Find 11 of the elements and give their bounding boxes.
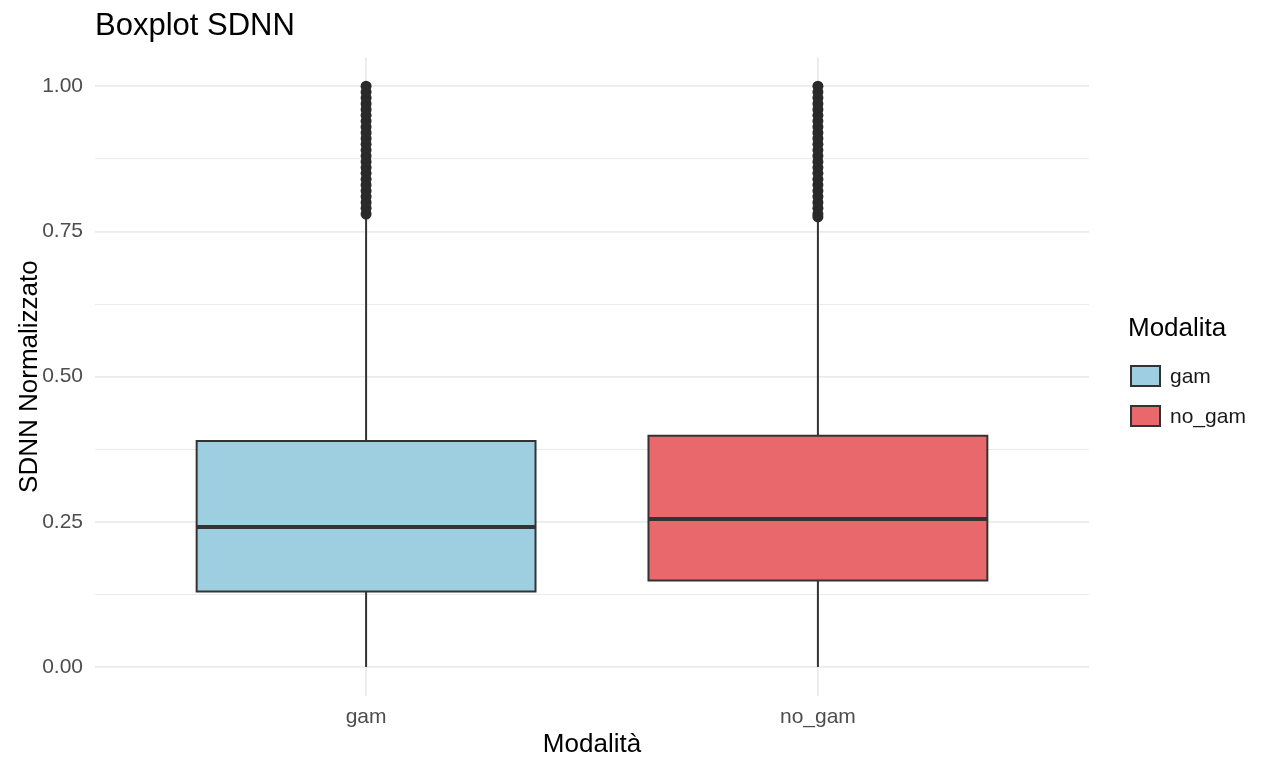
y-tick-label: 0.50 — [42, 363, 83, 387]
legend-label: no_gam — [1170, 404, 1246, 428]
legend-label: gam — [1170, 364, 1211, 388]
y-tick-label: 0.00 — [42, 653, 83, 677]
legend-title: Modalita — [1128, 312, 1228, 342]
y-tick-label: 1.00 — [42, 73, 83, 97]
chart-title: Boxplot SDNN — [95, 7, 295, 43]
y-axis-title: SDNN Normalizzato — [12, 260, 43, 493]
y-tick-label: 0.25 — [42, 508, 83, 532]
x-axis-title: Modalità — [542, 727, 642, 758]
y-tick-label: 0.75 — [42, 218, 83, 242]
